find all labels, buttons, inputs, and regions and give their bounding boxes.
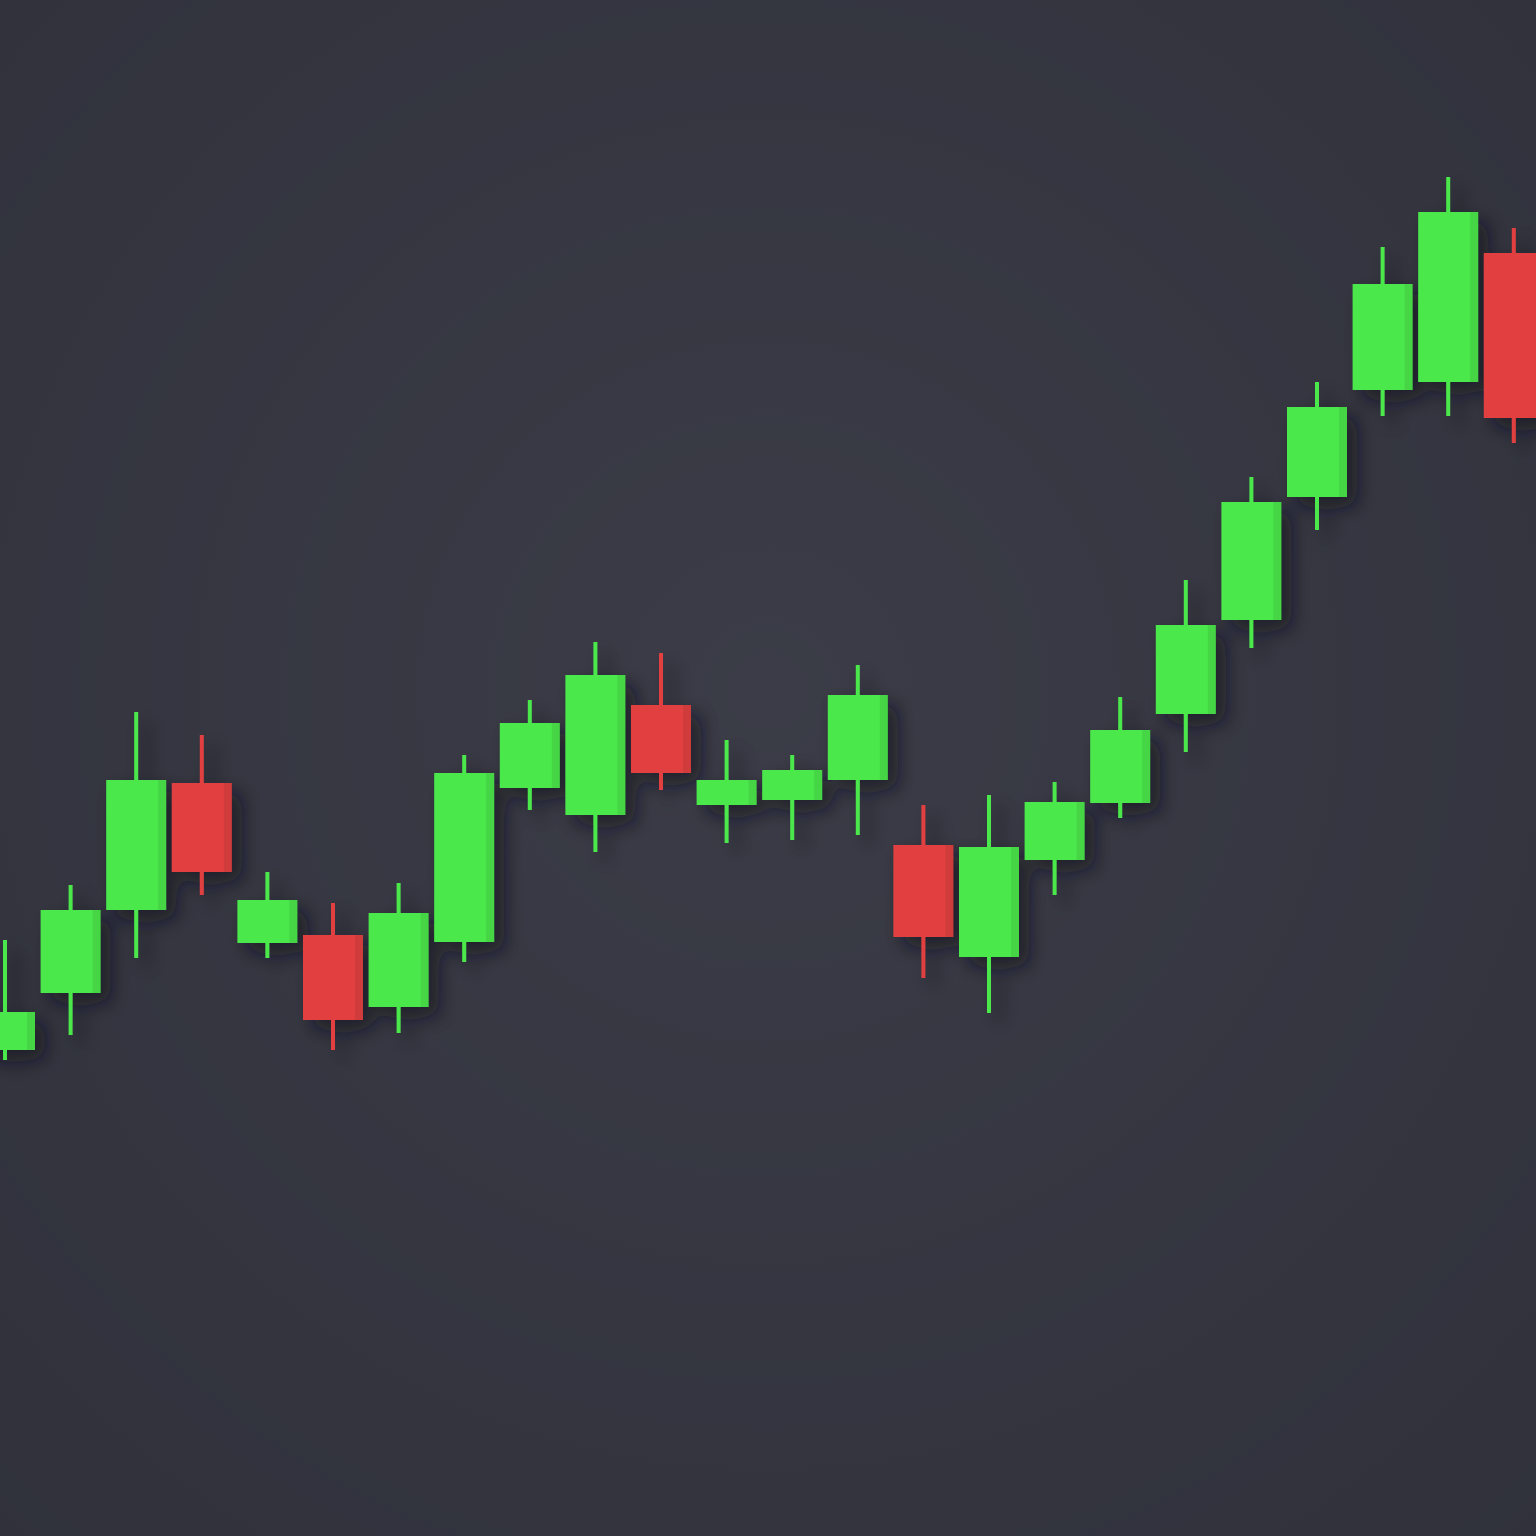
candle-body [893,845,954,937]
candle-body [959,847,1019,957]
candle-body [827,695,888,780]
candle-shade [617,675,626,815]
candle-shade [748,780,757,805]
candle-body [106,780,167,910]
candle-shade [945,845,954,937]
candle-body [1221,502,1282,620]
candle-shade [92,910,101,993]
plot-area [0,177,1536,1060]
candle-shade [158,780,167,910]
candle-body [1352,284,1413,390]
candle-shade [289,900,298,943]
candle-body [1418,212,1479,382]
candle-body [499,723,560,788]
candle-shade [27,1012,35,1050]
candle-body [1155,625,1216,714]
candle-shade [1404,284,1413,390]
candle-body [1287,407,1347,497]
candle-shade [814,770,823,800]
candle-shade [223,783,232,872]
candle-body [1090,730,1151,803]
candle-shade [486,773,495,942]
candle-body [1024,802,1085,860]
candle-body [237,900,298,943]
candle-shade [1076,802,1085,860]
candle-body [696,780,757,805]
candle-body [1483,253,1536,418]
candle-body [762,770,823,800]
candle-shade [879,695,888,780]
candle-body [303,935,363,1020]
candle-shade [1142,730,1151,803]
candle-shade [420,913,429,1007]
candle-shade [1273,502,1282,620]
candle-shade [683,705,691,773]
candle-shade [551,723,560,788]
candle-shade [1207,625,1216,714]
candle-body [368,913,429,1007]
candle-shade [1011,847,1019,957]
candle-shade [355,935,363,1020]
candle-body [631,705,691,773]
candle-body [40,910,101,993]
candle-body [565,675,626,815]
candle-body [171,783,232,872]
candle-body [434,773,495,942]
candle-shade [1339,407,1347,497]
candle-shade [1470,212,1479,382]
